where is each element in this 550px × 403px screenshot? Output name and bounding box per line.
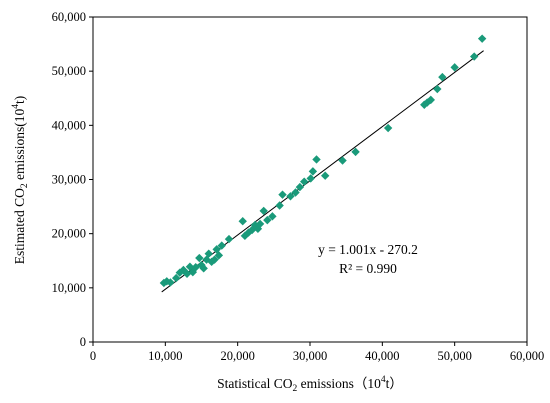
- data-point-diamond: [308, 167, 318, 176]
- data-point-diamond: [469, 52, 479, 61]
- x-tick-label: 30,000: [293, 349, 327, 363]
- data-point-diamond: [212, 245, 221, 254]
- data-point-diamond: [338, 156, 347, 165]
- x-tick-label: 0: [90, 349, 96, 363]
- data-point-diamond: [263, 215, 272, 225]
- data-point-diamond: [320, 171, 330, 180]
- y-axis-title: Estimated CO2 emissions(104t): [11, 96, 30, 265]
- data-point-diamond: [433, 84, 442, 94]
- x-tick-label: 20,000: [220, 349, 254, 363]
- data-point-diamond: [247, 225, 257, 235]
- points-layer: [159, 34, 487, 288]
- data-point-diamond: [210, 255, 219, 264]
- data-point-diamond: [217, 241, 226, 250]
- y-tick-label: 0: [80, 335, 86, 349]
- data-point-diamond: [422, 98, 432, 107]
- data-point-diamond: [477, 34, 487, 43]
- y-tick-label: 50,000: [52, 64, 86, 78]
- r-squared-annotation: R² = 0.990: [339, 261, 397, 276]
- data-point-diamond: [275, 201, 284, 210]
- data-point-diamond: [259, 206, 268, 216]
- y-tick-label: 10,000: [52, 281, 86, 295]
- data-point-diamond: [278, 190, 287, 199]
- x-tick-label: 60,000: [510, 349, 544, 363]
- data-point-diamond: [204, 249, 213, 258]
- x-axis-ticks: 0 10,000 20,000 30,000 40,000 50,000 60,000: [90, 342, 544, 363]
- x-tick-label: 40,000: [365, 349, 399, 363]
- x-tick-label: 10,000: [148, 349, 182, 363]
- data-point-diamond: [450, 63, 459, 72]
- data-point-diamond: [238, 217, 247, 226]
- data-point-diamond: [351, 147, 360, 157]
- data-point-diamond: [300, 177, 309, 186]
- data-point-diamond: [255, 219, 265, 229]
- y-axis-ticks: 0 10,000 20,000 30,000 40,000 50,000 60,000: [52, 10, 93, 349]
- data-point-diamond: [195, 253, 204, 263]
- data-point-diamond: [426, 95, 435, 105]
- data-point-diamond: [224, 234, 234, 244]
- data-point-diamond: [286, 192, 295, 201]
- equation-annotation: y = 1.001x - 270.2: [318, 242, 418, 257]
- y-tick-label: 20,000: [52, 227, 86, 241]
- y-tick-label: 40,000: [52, 118, 86, 132]
- data-point-diamond: [171, 273, 181, 283]
- data-point-diamond: [306, 174, 315, 183]
- data-point-diamond: [214, 251, 224, 260]
- x-axis-title: Statistical CO2 emissions（104t）: [217, 375, 403, 394]
- data-point-diamond: [312, 155, 321, 164]
- x-tick-label: 50,000: [437, 349, 471, 363]
- data-point-diamond: [268, 212, 277, 221]
- data-point-diamond: [291, 188, 300, 197]
- y-tick-label: 30,000: [52, 173, 86, 187]
- data-point-diamond: [199, 264, 208, 273]
- data-point-diamond: [438, 72, 447, 82]
- data-point-diamond: [166, 278, 175, 287]
- data-point-diamond: [383, 123, 393, 133]
- data-point-diamond: [295, 182, 305, 192]
- y-tick-label: 60,000: [52, 10, 86, 24]
